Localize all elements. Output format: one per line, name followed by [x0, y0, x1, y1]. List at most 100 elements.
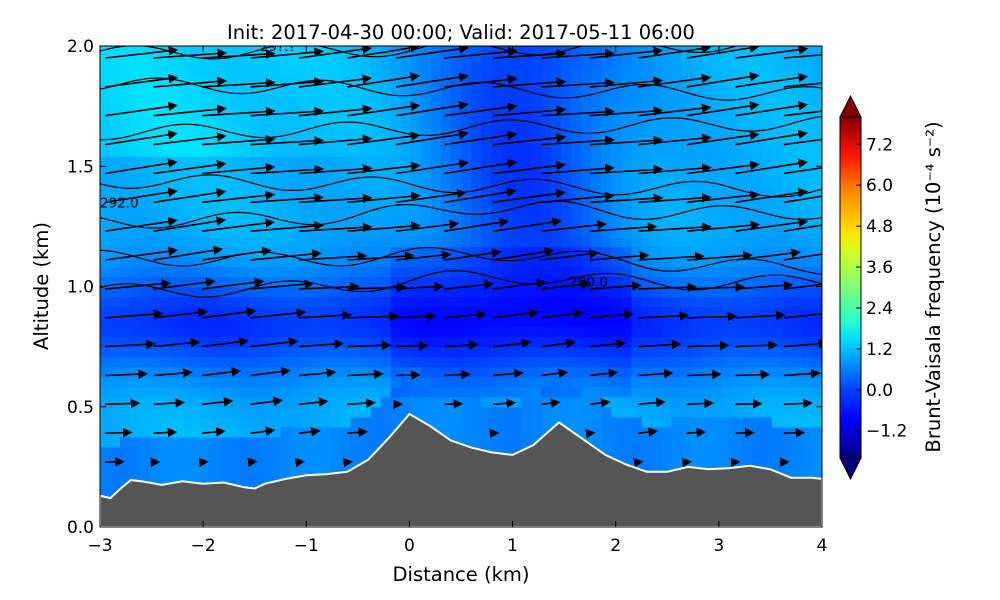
field-cell: [200, 56, 211, 67]
field-cell: [300, 416, 312, 428]
field-cell: [501, 336, 512, 348]
field-cell: [230, 206, 241, 217]
y-tick-label: 1.5: [67, 157, 94, 177]
field-cell: [390, 96, 402, 107]
field-cell: [631, 406, 643, 418]
field-cell: [190, 146, 201, 157]
field-cell: [130, 336, 141, 348]
field-cell: [250, 336, 262, 348]
field-cell: [400, 186, 412, 197]
wind-arrow: [444, 130, 518, 146]
field-cell: [370, 66, 382, 77]
field-cell: [691, 336, 703, 348]
field-cell: [200, 466, 211, 478]
field-cell: [531, 276, 542, 288]
field-cell: [731, 376, 743, 388]
field-cell: [761, 76, 773, 87]
field-cell: [280, 446, 292, 458]
wind-arrow: [686, 340, 730, 351]
wind-arrow: [783, 338, 822, 349]
field-cell: [100, 166, 111, 177]
field-cell: [190, 166, 201, 177]
wind-arrow: [638, 368, 674, 379]
field-cell: [591, 56, 602, 67]
field-cell: [661, 396, 673, 408]
field-cell: [521, 46, 532, 57]
field-cell: [521, 226, 532, 237]
field-cell: [471, 156, 482, 167]
field-cell: [791, 196, 803, 207]
field-cell: [691, 416, 703, 428]
field-cell: [250, 236, 262, 248]
field-cell: [711, 66, 723, 77]
field-cell: [360, 96, 372, 107]
field-cell: [190, 366, 201, 378]
field-cell: [621, 276, 633, 288]
field-cell: [120, 306, 131, 318]
field-cell: [701, 256, 713, 268]
colorbar-tick-label: 1.2: [866, 340, 893, 360]
field-cell: [621, 46, 633, 57]
wind-arrow: [444, 187, 517, 204]
field-cell: [190, 436, 201, 448]
field-cell: [621, 336, 633, 348]
field-cell: [200, 336, 211, 348]
field-cell: [270, 246, 282, 258]
field-cell: [120, 156, 131, 167]
field-cell: [661, 366, 673, 378]
field-cell: [270, 406, 282, 418]
field-cell: [811, 56, 822, 67]
field-cell: [140, 406, 151, 418]
field-cell: [260, 336, 272, 348]
field-cell: [240, 96, 252, 107]
field-cell: [450, 206, 462, 217]
field-cell: [581, 56, 592, 67]
field-cell: [270, 436, 282, 448]
field-cell: [100, 306, 111, 318]
field-cell: [721, 256, 733, 268]
field-cell: [140, 266, 151, 278]
field-cell: [110, 356, 121, 368]
field-cell: [681, 146, 693, 157]
field-cell: [200, 106, 211, 117]
field-cell: [591, 406, 602, 418]
field-cell: [481, 46, 492, 57]
field-cell: [601, 446, 613, 458]
field-cell: [561, 136, 572, 147]
field-cell: [120, 216, 131, 227]
field-cell: [100, 336, 111, 348]
field-cell: [110, 206, 121, 217]
wind-arrow: [589, 339, 627, 349]
field-cell: [180, 286, 191, 298]
field-cell: [771, 86, 783, 97]
field-cell: [601, 236, 613, 248]
field-cell: [721, 366, 733, 378]
field-cell: [741, 396, 753, 408]
field-cell: [571, 56, 582, 67]
field-cell: [741, 226, 753, 237]
field-cell: [501, 126, 512, 137]
field-cell: [450, 316, 462, 328]
field-cell: [200, 326, 211, 338]
field-cell: [691, 326, 703, 338]
field-cell: [531, 176, 542, 187]
wind-arrow: [492, 188, 566, 204]
field-cell: [671, 176, 683, 187]
wind-arrow: [589, 222, 658, 232]
field-cell: [100, 356, 111, 368]
field-cell: [170, 266, 181, 278]
field-cell: [781, 86, 793, 97]
field-cell: [190, 216, 201, 227]
field-cell: [210, 406, 221, 418]
field-cell: [210, 286, 221, 298]
field-cell: [661, 446, 673, 458]
field-cell: [521, 176, 532, 187]
field-cell: [320, 376, 332, 388]
field-cell: [350, 436, 362, 448]
field-cell: [791, 286, 803, 298]
field-cell: [420, 316, 432, 328]
field-cell: [731, 216, 743, 227]
field-cell: [340, 396, 352, 408]
field-cell: [290, 426, 302, 438]
field-cell: [380, 216, 392, 227]
